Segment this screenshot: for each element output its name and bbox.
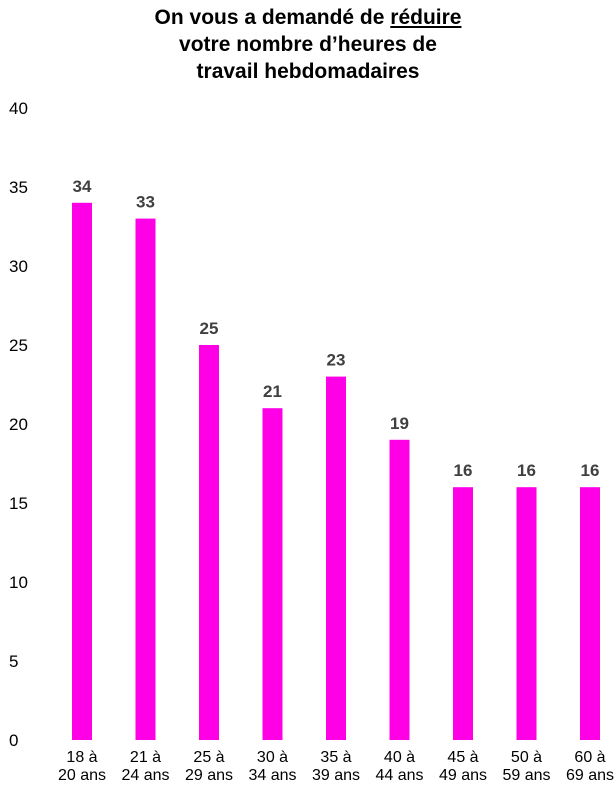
- x-tick-label: 45 à: [447, 749, 478, 766]
- y-tick-label: 0: [9, 731, 18, 750]
- chart-title-line-2: votre nombre d’heures de: [179, 33, 437, 56]
- bar: [135, 218, 156, 741]
- data-label: 16: [581, 461, 600, 480]
- x-tick-label: 39 ans: [312, 767, 360, 784]
- x-tick-label: 21 à: [130, 749, 161, 766]
- bar: [516, 487, 537, 740]
- x-tick-label: 69 ans: [566, 767, 614, 784]
- x-tick-label: 29 ans: [185, 767, 233, 784]
- bars: [72, 202, 600, 741]
- x-tick-label: 18 à: [66, 749, 97, 766]
- x-axis: 18 à20 ans 21 à24 ans 25 à29 ans 30 à34 ans…: [58, 749, 614, 784]
- y-tick-label: 15: [9, 494, 28, 513]
- chart-title-prefix: On vous a demandé de: [154, 6, 391, 29]
- x-tick-label: 59 ans: [502, 767, 550, 784]
- bar: [326, 376, 346, 740]
- x-tick-label: 34 ans: [248, 767, 296, 784]
- x-tick-label: 50 à: [511, 749, 542, 766]
- data-label: 33: [136, 193, 155, 212]
- data-label: 23: [327, 351, 346, 370]
- data-label: 34: [73, 177, 92, 196]
- y-tick-label: 30: [9, 257, 28, 276]
- y-tick-label: 40: [9, 99, 28, 118]
- x-tick-label: 30 à: [257, 749, 288, 766]
- y-axis: 0 5 10 15 20 25 30 35 40: [9, 99, 28, 750]
- y-tick-label: 35: [9, 178, 28, 197]
- x-tick-label: 35 à: [320, 749, 351, 766]
- x-tick-label: 40 à: [384, 749, 415, 766]
- y-tick-label: 25: [9, 336, 28, 355]
- x-tick-label: 20 ans: [58, 767, 106, 784]
- bar: [389, 439, 410, 740]
- x-tick-label: 25 à: [193, 749, 224, 766]
- data-label: 16: [454, 461, 473, 480]
- chart-title-line-1: On vous a demandé de réduire: [0, 4, 616, 31]
- data-label: 21: [263, 382, 282, 401]
- y-tick-label: 10: [9, 573, 28, 592]
- bar: [262, 408, 283, 740]
- data-label: 19: [390, 414, 409, 433]
- chart-title: On vous a demandé de réduire votre nombr…: [0, 4, 616, 85]
- x-tick-label: 24 ans: [121, 767, 169, 784]
- data-label: 16: [517, 461, 536, 480]
- data-label: 25: [200, 319, 219, 338]
- y-tick-label: 5: [9, 652, 18, 671]
- y-tick-label: 20: [9, 415, 28, 434]
- bar: [580, 487, 600, 740]
- bar: [72, 202, 92, 741]
- chart-title-line-3: travail hebdomadaires: [196, 60, 420, 83]
- bar: [453, 487, 473, 740]
- x-tick-label: 49 ans: [439, 767, 487, 784]
- value-labels: 34 33 25 21 23 19 16 16 16: [73, 177, 600, 480]
- x-tick-label: 44 ans: [375, 767, 423, 784]
- chart-title-emphasis: réduire: [390, 6, 462, 29]
- bar: [199, 345, 219, 740]
- x-tick-label: 60 à: [574, 749, 605, 766]
